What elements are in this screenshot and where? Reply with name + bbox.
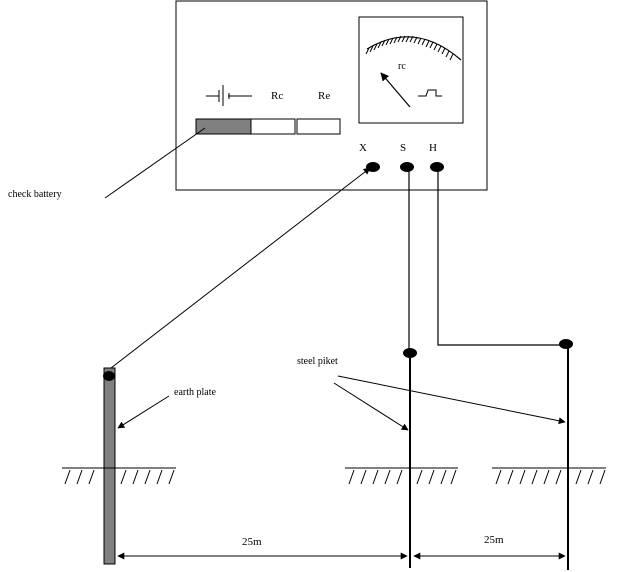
terminal-x[interactable] xyxy=(366,162,380,172)
meter-needle xyxy=(380,72,411,108)
rc-button-label: Rc xyxy=(271,90,283,102)
steel-piket-annotation: steel piket xyxy=(297,356,338,367)
terminal-h[interactable] xyxy=(430,162,444,172)
re-button[interactable] xyxy=(296,118,341,135)
rc-button[interactable] xyxy=(250,118,296,135)
steel-piket-leader-s xyxy=(333,382,409,431)
steel-piket-leader-h xyxy=(337,375,566,425)
terminal-s[interactable] xyxy=(400,162,414,172)
earth-plate xyxy=(103,367,116,565)
check-battery-leader xyxy=(104,127,206,199)
instrument-body xyxy=(175,0,488,191)
wire-x-to-earth-plate xyxy=(110,167,371,369)
meter-scale-arc xyxy=(366,36,462,61)
re-button-label: Re xyxy=(318,90,330,102)
steel-piket-s-connector xyxy=(403,348,417,358)
dimension-right-label: 25m xyxy=(484,534,504,546)
earth-plate-leader xyxy=(117,395,170,429)
earth-plate-annotation: earth plate xyxy=(174,387,216,398)
terminal-x-label: X xyxy=(359,142,367,154)
battery-symbol-icon xyxy=(206,85,252,106)
tester-instrument: rc Rc Re X S H xyxy=(175,0,488,191)
meter-window xyxy=(358,16,464,124)
earth-plate-connector xyxy=(103,371,115,381)
meter-label: rc xyxy=(398,61,406,72)
ground-surface-middle xyxy=(345,467,458,485)
ground-surface-left xyxy=(62,467,176,485)
terminal-s-label: S xyxy=(400,142,406,154)
dimension-left-label: 25m xyxy=(242,536,262,548)
steel-piket-h-connector xyxy=(559,339,573,349)
pulse-symbol-icon xyxy=(418,89,442,97)
terminal-h-label: H xyxy=(429,142,437,154)
check-battery-annotation: check battery xyxy=(8,189,62,200)
check-battery-button[interactable] xyxy=(195,118,252,135)
ground-surface-right xyxy=(492,467,606,485)
meter-scale-hatching xyxy=(365,35,454,61)
wire-h-to-piket xyxy=(437,167,567,346)
analog-meter: rc xyxy=(358,16,464,124)
